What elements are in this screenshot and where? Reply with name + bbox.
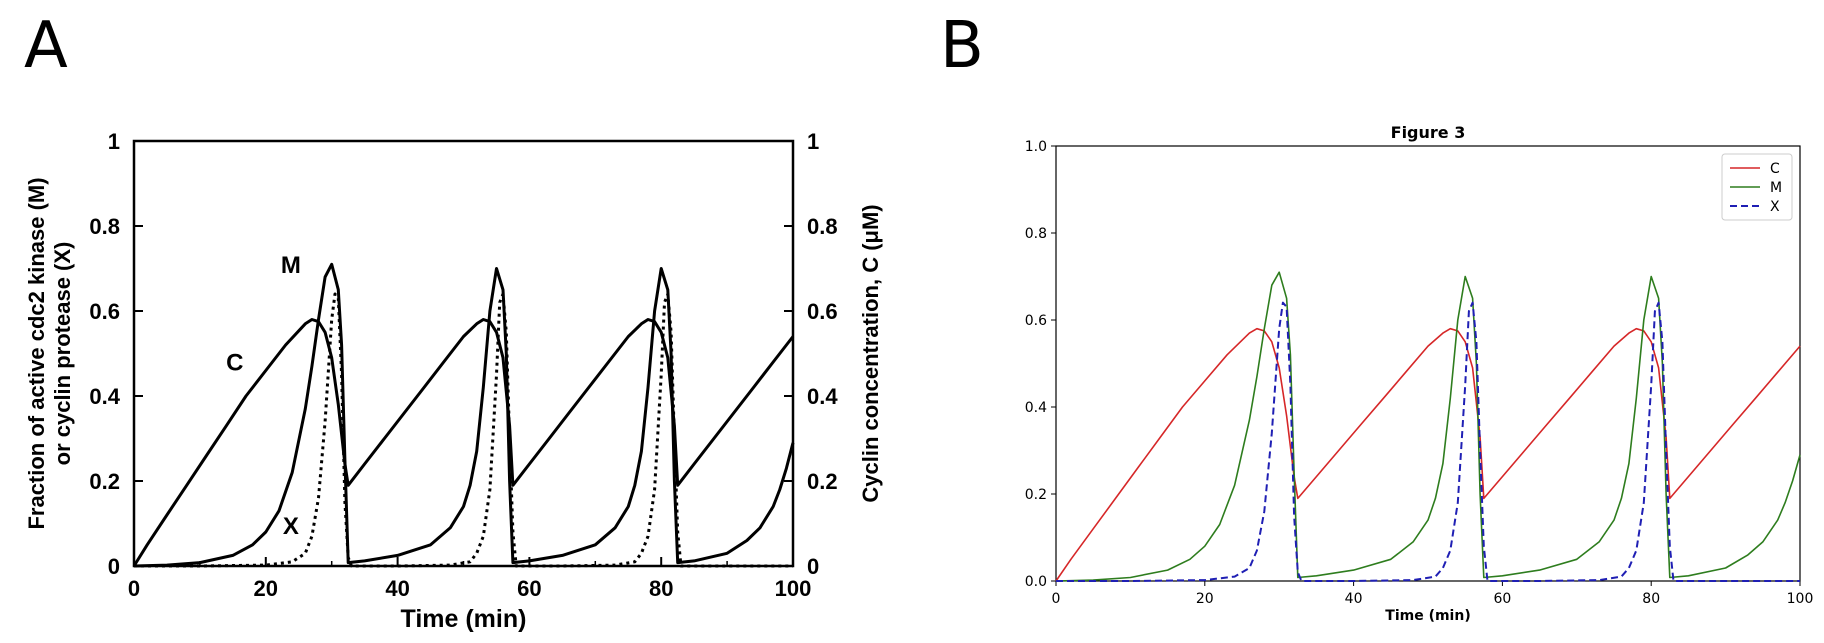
panel-label-b: B	[940, 9, 984, 83]
series-line-m	[133, 262, 795, 568]
series-line-c	[132, 318, 795, 567]
y-axis-label-right: Cyclin concentration, C (μM)	[858, 204, 883, 502]
y-tick-label-right: 0.6	[807, 299, 838, 324]
x-tick-label: 100	[775, 576, 812, 601]
panel-label-a: A	[24, 9, 68, 83]
y-tick-label-left: 0.4	[89, 384, 120, 409]
y-tick-label-right: 0.8	[807, 214, 838, 239]
y-tick-label-left: 1	[108, 129, 120, 154]
x-tick-label: 60	[517, 576, 541, 601]
curve-label-m: M	[281, 252, 301, 279]
y-tick-label-right: 1	[807, 129, 819, 154]
x-axis-label: Time (min)	[401, 605, 527, 633]
x-tick-label: 80	[649, 576, 673, 601]
y-tick-label-right: 0	[807, 554, 819, 579]
y-axis-label-left-1: Fraction of active cdc2 kinase (M)	[24, 177, 49, 529]
curve-label-x: X	[283, 513, 299, 540]
x-tick-label: 20	[254, 576, 278, 601]
y-tick-label-left: 0	[108, 554, 120, 579]
curve-label-c: C	[226, 350, 243, 377]
x-tick-label: 40	[385, 576, 409, 601]
y-tick-label-left: 0.6	[89, 299, 120, 324]
y-tick-label-right: 0.4	[807, 384, 838, 409]
y-axis-label-left-2: or cyclin protease (X)	[50, 242, 75, 466]
y-tick-label-left: 0.8	[89, 214, 120, 239]
y-tick-label-left: 0.2	[89, 469, 120, 494]
y-tick-label-right: 0.2	[807, 469, 838, 494]
x-tick-label: 0	[128, 576, 140, 601]
